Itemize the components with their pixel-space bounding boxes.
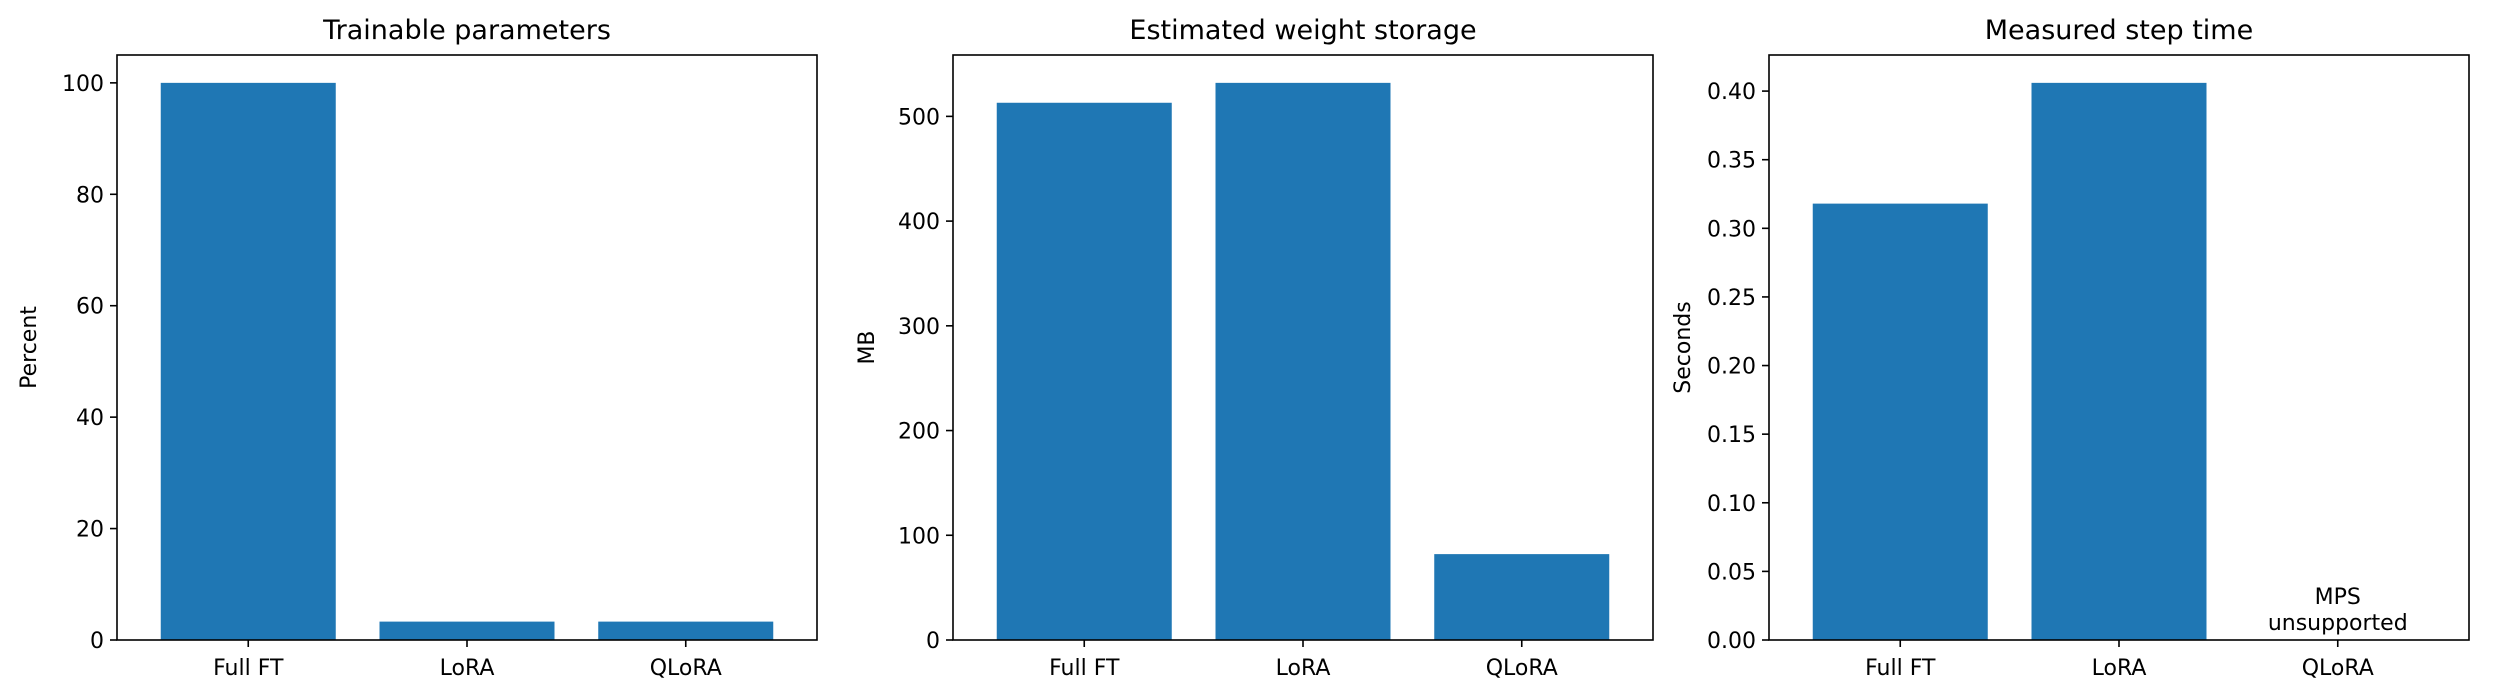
bar-lora — [1215, 82, 1391, 641]
bar-full-ft — [996, 102, 1172, 640]
x-tick-label: LoRA — [2092, 656, 2147, 681]
bar-lora — [2031, 82, 2207, 641]
chart-panel-1: 0 20 40 60 80 100 Full FT LoRA QLoRA Trainable pa… — [17, 15, 818, 681]
y-tick-label: 20 — [76, 518, 104, 543]
x-tick-label: QLoRA — [650, 656, 722, 681]
y-tick-label: 80 — [76, 183, 104, 208]
x-tick-label: Full FT — [213, 656, 284, 681]
y-axis-label: Seconds — [1671, 301, 1696, 393]
y-tick-label: 300 — [898, 315, 940, 340]
y-tick-label: 0.25 — [1707, 286, 1756, 311]
y-tick-label: 200 — [898, 420, 940, 445]
chart-title: Estimated weight storage — [1129, 15, 1476, 46]
y-tick-label: 0.20 — [1707, 355, 1756, 380]
y-tick-label: 0.35 — [1707, 149, 1756, 174]
chart-title: Measured step time — [1985, 15, 2253, 46]
bar-annotation-line: unsupported — [2268, 611, 2408, 636]
chart-title: Trainable parameters — [322, 15, 611, 46]
y-tick-label: 100 — [898, 524, 940, 549]
x-tick-label: QLoRA — [1486, 656, 1558, 681]
y-tick-label: 60 — [76, 295, 104, 320]
x-tick-label: LoRA — [1276, 656, 1331, 681]
y-tick-label: 0.30 — [1707, 217, 1756, 242]
chart-panel-3: MPS unsupported 0.00 0.05 0.10 0.15 0.20 0.25 0.… — [1671, 15, 2470, 681]
bar-full-ft — [160, 82, 336, 641]
y-tick-label: 100 — [62, 72, 104, 97]
bar-qlora — [598, 621, 774, 640]
y-tick-label: 400 — [898, 210, 940, 235]
y-axis-label: MB — [855, 330, 880, 364]
y-tick-label: 0.10 — [1707, 492, 1756, 517]
bar-annotation: MPS unsupported — [2268, 585, 2408, 636]
x-tick-label: LoRA — [440, 656, 495, 681]
bar-qlora — [1434, 554, 1610, 640]
bar-annotation-line: MPS — [2315, 585, 2361, 610]
y-tick-label: 0.40 — [1707, 80, 1756, 105]
y-axis-label: Percent — [17, 306, 42, 389]
y-tick-label: 0.15 — [1707, 423, 1756, 448]
bar-full-ft — [1812, 203, 1988, 640]
y-tick-label: 40 — [76, 406, 104, 431]
y-tick-label: 0.00 — [1707, 629, 1756, 654]
y-tick-label: 0 — [90, 629, 104, 654]
x-tick-label: Full FT — [1049, 656, 1120, 681]
y-tick-label: 0.05 — [1707, 560, 1756, 585]
x-tick-label: QLoRA — [2302, 656, 2374, 681]
chart-panel-2: 0 100 200 300 400 500 Full FT LoRA QLoRA Estimate… — [855, 15, 1654, 681]
y-tick-label: 0 — [926, 629, 940, 654]
x-tick-label: Full FT — [1865, 656, 1936, 681]
bar-lora — [379, 621, 555, 640]
y-tick-label: 500 — [898, 105, 940, 130]
